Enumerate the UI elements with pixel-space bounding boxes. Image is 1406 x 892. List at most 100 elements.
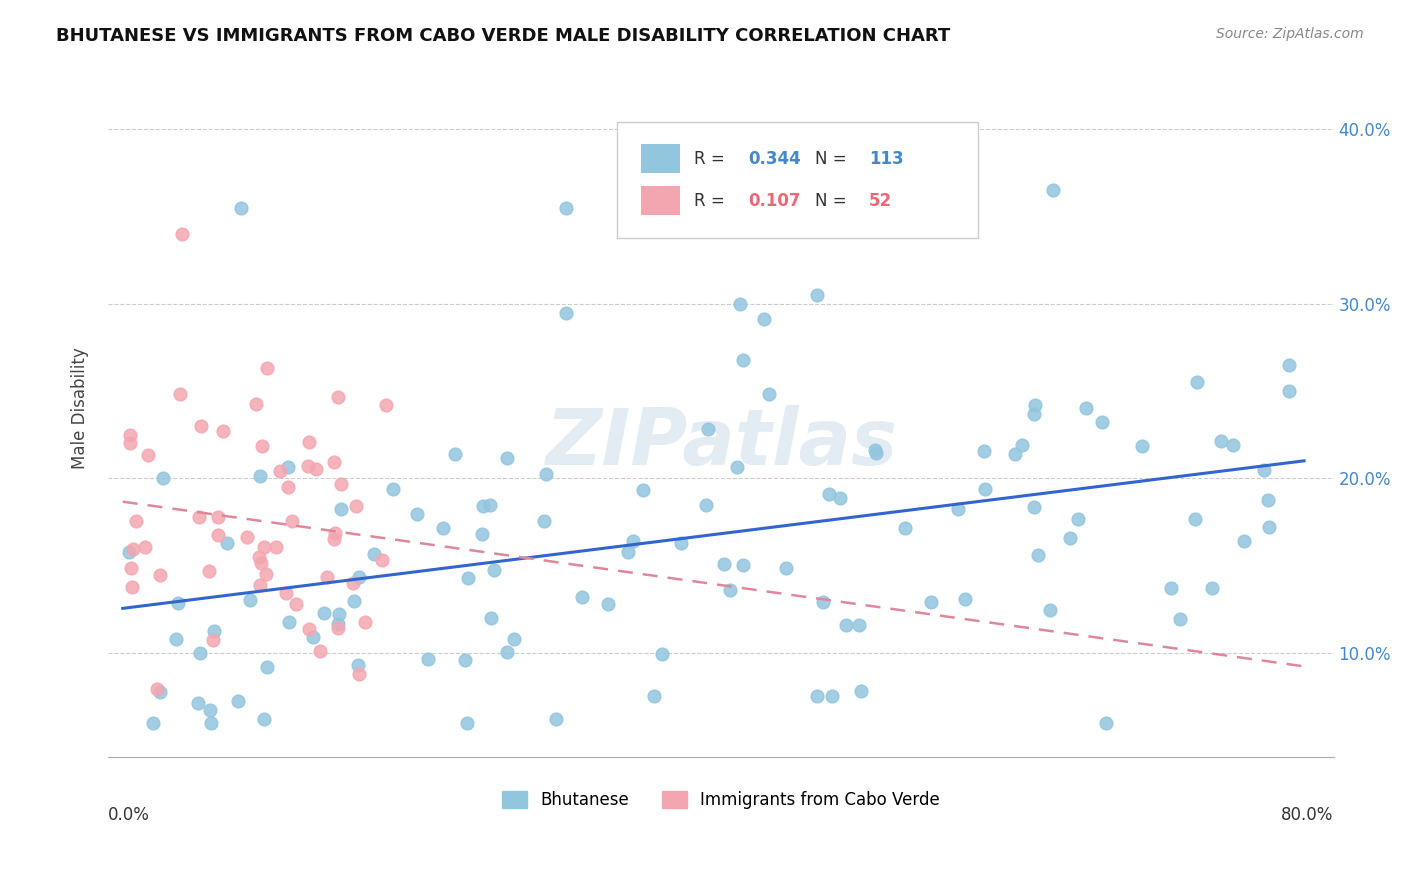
Bhutanese [343, 594, 366, 608]
Bhutanese [1042, 183, 1064, 197]
Bhutanese [149, 685, 172, 699]
Bhutanese [1257, 519, 1279, 533]
Bhutanese [731, 558, 754, 572]
Bhutanese [1067, 512, 1090, 526]
Text: 0.107: 0.107 [748, 192, 800, 210]
Bhutanese [651, 648, 673, 662]
Bhutanese [1011, 437, 1033, 451]
Immigrants from Cabo Verde [247, 550, 270, 565]
Bhutanese [229, 201, 252, 215]
Immigrants from Cabo Verde [253, 540, 276, 554]
Bhutanese [643, 690, 665, 704]
Immigrants from Cabo Verde [207, 528, 229, 542]
Bhutanese [471, 527, 494, 541]
Bhutanese [456, 715, 478, 730]
Text: 80.0%: 80.0% [1281, 806, 1334, 824]
Immigrants from Cabo Verde [342, 576, 364, 591]
Bhutanese [554, 305, 576, 319]
Bhutanese [696, 422, 718, 436]
Bhutanese [200, 703, 222, 717]
Immigrants from Cabo Verde [308, 644, 330, 658]
Immigrants from Cabo Verde [266, 541, 288, 555]
Immigrants from Cabo Verde [298, 435, 321, 450]
Bhutanese [730, 297, 752, 311]
Bhutanese [718, 583, 741, 598]
Bhutanese [328, 607, 350, 622]
Bhutanese [482, 563, 505, 577]
Immigrants from Cabo Verde [374, 398, 396, 412]
Text: Source: ZipAtlas.com: Source: ZipAtlas.com [1216, 27, 1364, 41]
Bhutanese [834, 618, 856, 632]
Bhutanese [533, 515, 555, 529]
Bhutanese [165, 632, 187, 646]
Bhutanese [1022, 407, 1045, 421]
Bhutanese [1059, 531, 1081, 545]
Immigrants from Cabo Verde [250, 439, 273, 453]
Bhutanese [863, 442, 886, 457]
Bhutanese [278, 615, 301, 629]
Bhutanese [731, 352, 754, 367]
Immigrants from Cabo Verde [245, 397, 267, 411]
Immigrants from Cabo Verde [207, 509, 229, 524]
Bhutanese [457, 571, 479, 585]
Bhutanese [830, 491, 852, 505]
Bhutanese [894, 521, 917, 535]
Bhutanese [544, 712, 567, 726]
Bhutanese [1095, 715, 1118, 730]
Immigrants from Cabo Verde [120, 561, 142, 575]
Bhutanese [713, 558, 735, 572]
Immigrants from Cabo Verde [269, 464, 291, 478]
Bar [641, 144, 681, 173]
Immigrants from Cabo Verde [323, 533, 346, 547]
Y-axis label: Male Disability: Male Disability [72, 348, 89, 469]
Bhutanese [818, 486, 841, 500]
Text: R =: R = [693, 192, 730, 210]
Bhutanese [621, 534, 644, 549]
Bhutanese [865, 446, 887, 460]
Immigrants from Cabo Verde [297, 458, 319, 473]
Bhutanese [142, 715, 165, 730]
Bhutanese [326, 617, 349, 632]
Bhutanese [669, 536, 692, 550]
Immigrants from Cabo Verde [145, 681, 167, 696]
Bhutanese [758, 387, 780, 401]
Bhutanese [1132, 439, 1154, 453]
Bhutanese [1184, 511, 1206, 525]
Immigrants from Cabo Verde [281, 514, 304, 528]
Immigrants from Cabo Verde [211, 425, 233, 439]
Bhutanese [330, 502, 353, 516]
Bhutanese [432, 521, 454, 535]
Bhutanese [920, 595, 942, 609]
Bhutanese [811, 595, 834, 609]
Bhutanese [571, 591, 593, 605]
Immigrants from Cabo Verde [323, 526, 346, 541]
Immigrants from Cabo Verde [169, 387, 191, 401]
Bhutanese [363, 547, 385, 561]
Bhutanese [631, 483, 654, 497]
Bhutanese [1024, 398, 1046, 412]
Bhutanese [752, 312, 775, 326]
Bhutanese [418, 652, 440, 666]
Text: 113: 113 [869, 150, 904, 168]
Bhutanese [346, 657, 368, 672]
Bhutanese [479, 498, 502, 512]
Bhutanese [1253, 463, 1275, 477]
Text: 0.344: 0.344 [748, 150, 800, 168]
Immigrants from Cabo Verde [121, 580, 143, 594]
Bhutanese [187, 697, 209, 711]
Bhutanese [973, 444, 995, 458]
Bhutanese [200, 715, 222, 730]
Bar [641, 186, 681, 215]
Text: N =: N = [815, 150, 852, 168]
Immigrants from Cabo Verde [125, 514, 148, 528]
Bhutanese [152, 471, 174, 485]
Text: N =: N = [815, 192, 852, 210]
Immigrants from Cabo Verde [134, 540, 156, 554]
Bhutanese [239, 592, 262, 607]
Bhutanese [166, 596, 188, 610]
Bhutanese [217, 536, 239, 550]
Legend: Bhutanese, Immigrants from Cabo Verde: Bhutanese, Immigrants from Cabo Verde [495, 784, 946, 815]
Immigrants from Cabo Verde [371, 553, 394, 567]
Bhutanese [382, 482, 405, 496]
Bhutanese [496, 451, 519, 466]
